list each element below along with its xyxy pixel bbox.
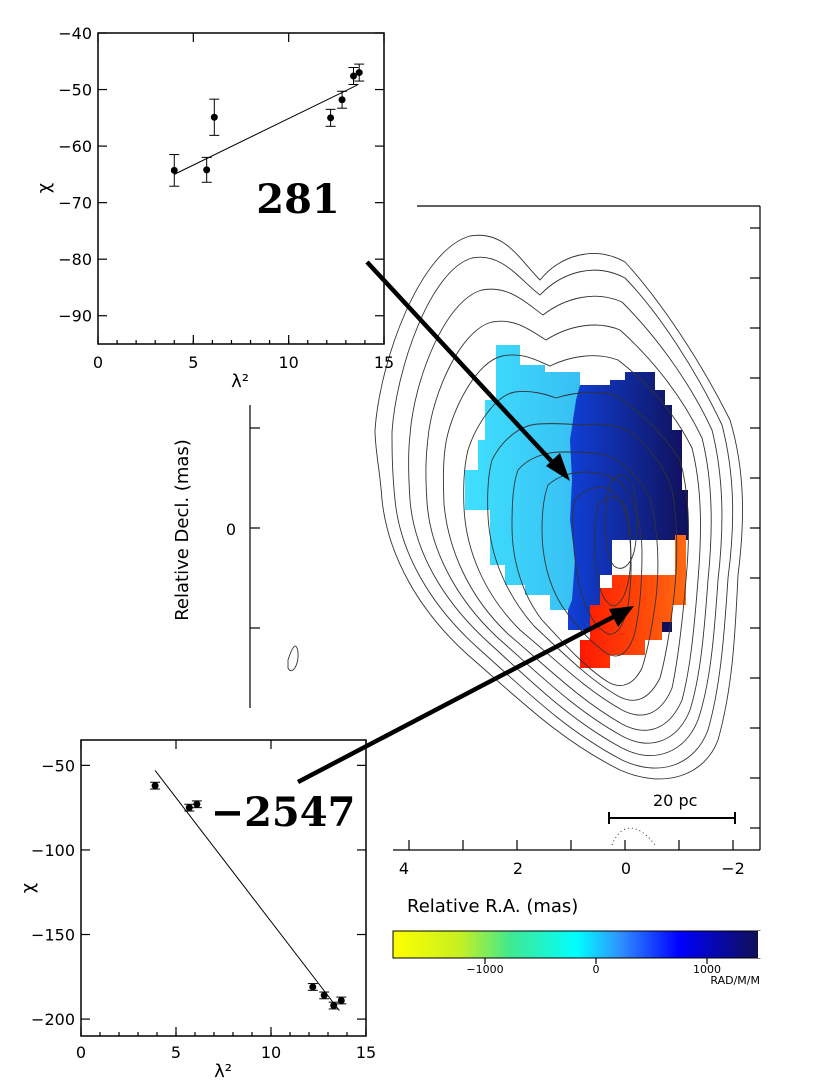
data-point: [203, 166, 211, 174]
colorbar-tick-label: 0: [593, 963, 600, 976]
x-tick-label: 0: [76, 1043, 86, 1062]
data-point: [170, 166, 178, 174]
top-inset-xlabel: λ²: [231, 371, 249, 392]
data-point: [355, 69, 363, 77]
bottom-inset-xlabel: λ²: [214, 1061, 232, 1082]
rm-colored-region: [465, 345, 688, 668]
y-tick-label: −70: [58, 194, 92, 213]
bottom-ticks: [408, 840, 734, 850]
x-tick-label: 15: [374, 353, 394, 372]
data-point: [337, 996, 345, 1004]
x-tick-label: 5: [171, 1043, 181, 1062]
decl-tick-label: 0: [226, 520, 236, 539]
y-tick-label: −40: [58, 24, 92, 43]
y-tick-label: −150: [31, 926, 75, 945]
top-inset-plot: 0 5 10 15 −40 −50 −60 −70 −80 −90 281 λ² χ: [34, 24, 394, 392]
top-inset-ylabel: χ: [34, 183, 55, 193]
bottom-inset-ticks: 0 5 10 15 −50 −100 −150 −200: [31, 740, 376, 1062]
right-ticks: [750, 227, 760, 829]
negative-rm-region: [580, 535, 686, 668]
fit-line: [174, 84, 358, 175]
x-tick-label: 0: [93, 353, 103, 372]
data-point: [185, 804, 193, 812]
y-tick-label: −50: [58, 81, 92, 100]
bottom-inset-plot: 0 5 10 15 −50 −100 −150 −200 −2547 λ² χ: [18, 739, 376, 1082]
data-point: [151, 782, 159, 790]
y-tick-label: −80: [58, 250, 92, 269]
data-point: [309, 983, 317, 991]
top-inset-frame: [97, 32, 385, 345]
x-tick-label: 15: [356, 1043, 376, 1062]
arrows: [296, 260, 634, 784]
x-tick-label: 10: [261, 1043, 281, 1062]
y-tick-label: −200: [31, 1010, 75, 1029]
y-tick-label: −90: [58, 307, 92, 326]
ra-axis-title: Relative R.A. (mas): [407, 896, 578, 917]
arrow-head: [609, 606, 634, 627]
top-inset-ticks: 0 5 10 15 −40 −50 −60 −70 −80 −90: [58, 24, 394, 372]
colorbar-tick-label: 1000: [693, 963, 721, 976]
intensity-contours: [287, 234, 743, 846]
arrow-head: [546, 453, 570, 481]
colorbar-unit: RAD/M/M: [710, 974, 760, 987]
x-tick-label: 10: [278, 353, 298, 372]
data-point: [338, 96, 346, 104]
data-point: [210, 113, 218, 121]
y-tick-label: −50: [41, 756, 75, 775]
fit-line: [154, 770, 340, 1011]
x-tick-label: 5: [188, 353, 198, 372]
top-inset-annotation: 281: [256, 176, 340, 223]
decl-axis-title: Relative Decl. (mas): [172, 439, 193, 621]
data-point: [349, 72, 357, 80]
colorbar: −1000 0 1000 RAD/M/M: [392, 930, 761, 987]
ra-tick-label: 0: [621, 859, 631, 878]
main-map: 20 pc 4 2 0 −2 0 Relative R.A. (mas) Rel…: [172, 205, 761, 917]
ra-tick-label: −2: [721, 859, 745, 878]
positive-rm-region: [568, 372, 688, 630]
colorbar-gradient: [392, 930, 761, 959]
bottom-inset-ylabel: χ: [18, 883, 39, 893]
data-point: [193, 800, 201, 808]
bottom-inset-points: [150, 770, 347, 1011]
data-point: [330, 1002, 338, 1010]
scale-bar-label: 20 pc: [653, 791, 697, 810]
ra-tick-label: 2: [513, 859, 523, 878]
y-tick-label: −60: [58, 137, 92, 156]
isolated-contour: [287, 645, 299, 672]
colorbar-tick-label: −1000: [466, 963, 503, 976]
bottom-inset-frame: [80, 739, 367, 1037]
top-inset-points: [169, 63, 365, 187]
data-point: [320, 991, 328, 999]
ra-tick-label: 4: [399, 859, 409, 878]
bottom-inset-annotation: −2547: [211, 789, 356, 836]
scale-bar: 20 pc: [608, 791, 736, 824]
data-point: [327, 114, 335, 122]
y-tick-label: −100: [31, 841, 75, 860]
